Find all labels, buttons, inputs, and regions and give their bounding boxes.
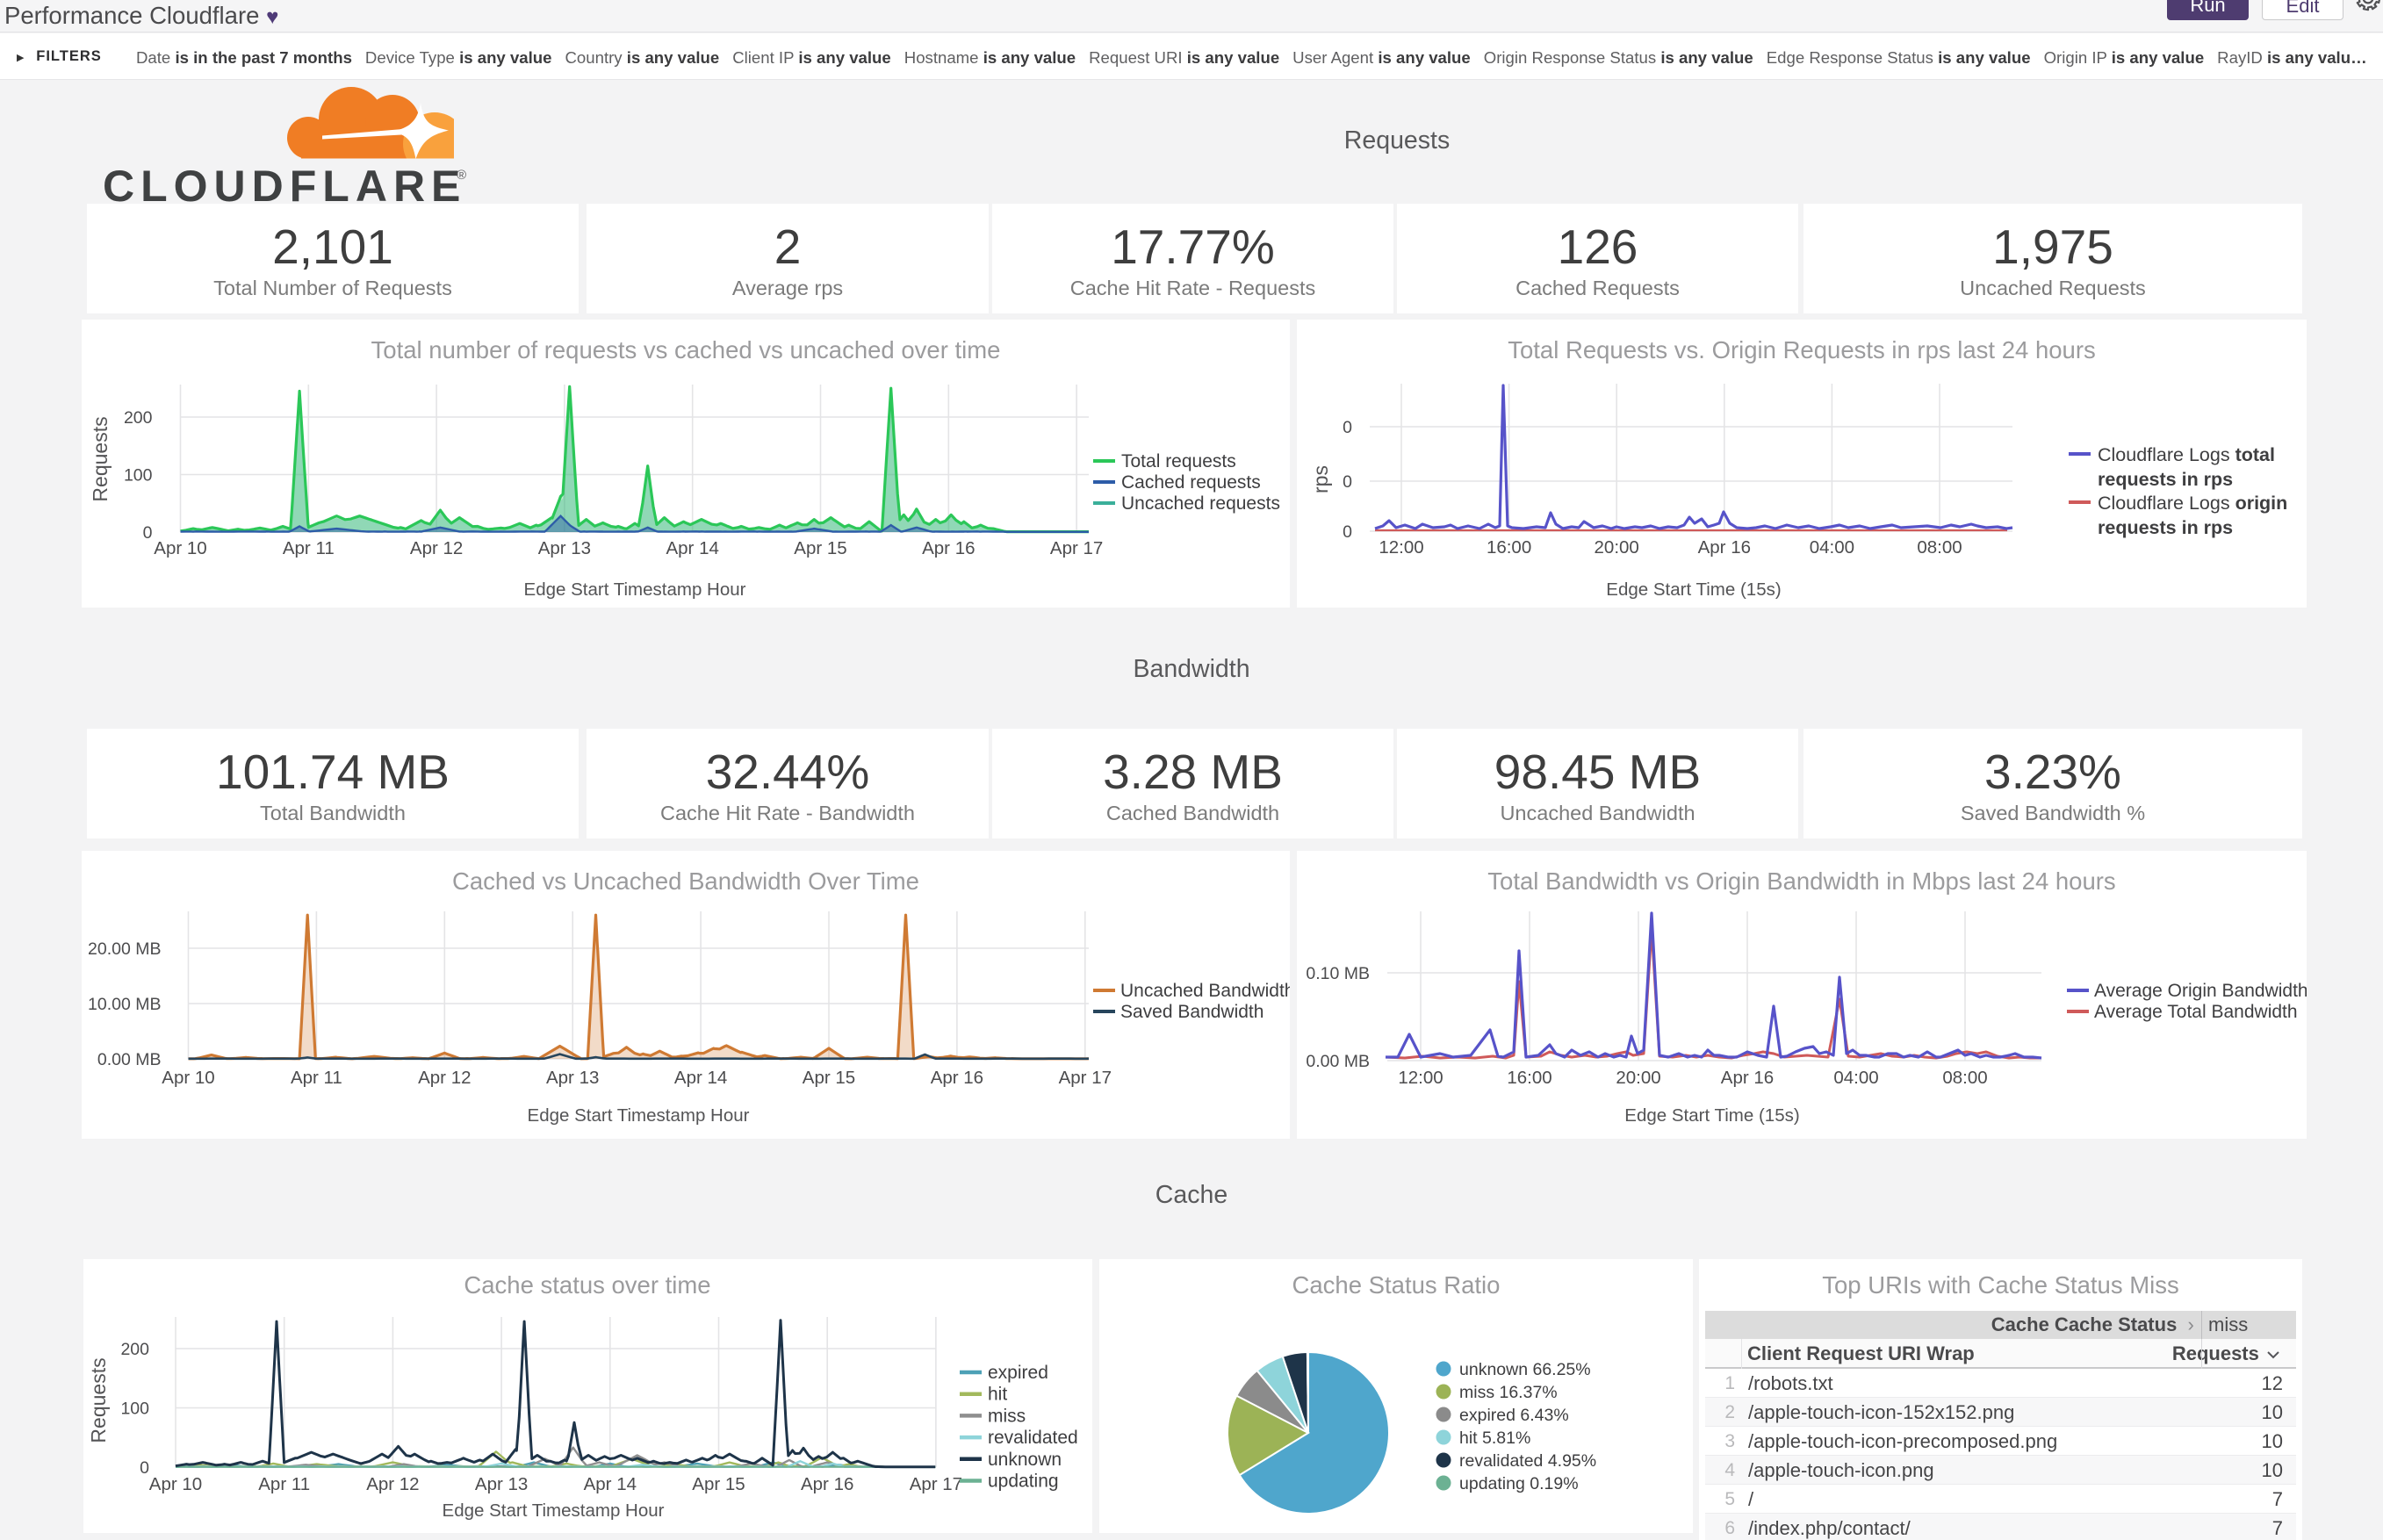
svg-text:0.00 MB: 0.00 MB bbox=[97, 1050, 162, 1069]
svg-text:0.10 MB: 0.10 MB bbox=[1306, 964, 1370, 983]
svg-text:Edge Start Timestamp Hour: Edge Start Timestamp Hour bbox=[524, 579, 746, 600]
svg-text:20.00 MB: 20.00 MB bbox=[88, 939, 161, 959]
svg-text:20:00: 20:00 bbox=[1616, 1068, 1660, 1088]
svg-text:0: 0 bbox=[1343, 418, 1352, 437]
svg-text:Apr 10: Apr 10 bbox=[162, 1068, 214, 1088]
svg-text:unknown 66.25%: unknown 66.25% bbox=[1459, 1360, 1591, 1379]
svg-text:200: 200 bbox=[124, 408, 153, 428]
svg-text:Average Total Bandwidth: Average Total Bandwidth bbox=[2094, 1002, 2298, 1022]
svg-text:Apr 13: Apr 13 bbox=[538, 538, 591, 558]
svg-text:12:00: 12:00 bbox=[1398, 1068, 1443, 1088]
svg-text:requests in rps: requests in rps bbox=[2098, 469, 2233, 490]
svg-text:Apr 16: Apr 16 bbox=[801, 1474, 853, 1494]
svg-text:0: 0 bbox=[1343, 472, 1352, 492]
svg-text:Cache status over time: Cache status over time bbox=[464, 1271, 710, 1299]
svg-text:Apr 12: Apr 12 bbox=[410, 538, 463, 558]
svg-text:Saved Bandwidth: Saved Bandwidth bbox=[1120, 1002, 1263, 1022]
svg-text:200: 200 bbox=[120, 1340, 149, 1359]
svg-text:Apr 17: Apr 17 bbox=[1059, 1068, 1112, 1088]
svg-text:Uncached Bandwidth: Uncached Bandwidth bbox=[1120, 981, 1290, 1001]
svg-text:requests in rps: requests in rps bbox=[2098, 517, 2233, 538]
svg-text:04:00: 04:00 bbox=[1833, 1068, 1878, 1088]
svg-text:20:00: 20:00 bbox=[1595, 537, 1639, 558]
svg-text:CLOUDFLARE: CLOUDFLARE bbox=[103, 162, 466, 208]
svg-text:Apr 15: Apr 15 bbox=[692, 1474, 745, 1494]
svg-text:Cloudflare Logs total: Cloudflare Logs total bbox=[2098, 444, 2275, 465]
svg-text:Cloudflare Logs origin: Cloudflare Logs origin bbox=[2098, 493, 2287, 514]
svg-text:08:00: 08:00 bbox=[1942, 1068, 1987, 1088]
svg-text:Uncached requests: Uncached requests bbox=[1121, 493, 1280, 514]
svg-text:updating: updating bbox=[988, 1472, 1059, 1492]
svg-text:Apr 11: Apr 11 bbox=[283, 538, 335, 558]
svg-text:100: 100 bbox=[120, 1400, 149, 1419]
svg-text:Edge Start Timestamp Hour: Edge Start Timestamp Hour bbox=[528, 1105, 750, 1126]
svg-text:Total requests: Total requests bbox=[1121, 451, 1236, 471]
svg-text:Apr 10: Apr 10 bbox=[154, 538, 206, 558]
svg-text:Apr 11: Apr 11 bbox=[258, 1474, 310, 1494]
svg-text:hit: hit bbox=[988, 1385, 1007, 1405]
svg-text:Apr 12: Apr 12 bbox=[366, 1474, 419, 1494]
svg-text:revalidated: revalidated bbox=[988, 1428, 1078, 1448]
svg-text:Apr 14: Apr 14 bbox=[674, 1068, 727, 1088]
svg-text:Apr 14: Apr 14 bbox=[584, 1474, 637, 1494]
svg-text:Apr 14: Apr 14 bbox=[666, 538, 718, 558]
svg-text:Total Bandwidth vs Origin Band: Total Bandwidth vs Origin Bandwidth in M… bbox=[1487, 867, 2115, 895]
svg-text:0.00 MB: 0.00 MB bbox=[1306, 1052, 1370, 1071]
svg-text:0: 0 bbox=[143, 523, 153, 543]
svg-text:hit 5.81%: hit 5.81% bbox=[1459, 1428, 1530, 1448]
svg-text:Cache Status Ratio: Cache Status Ratio bbox=[1292, 1271, 1501, 1299]
svg-text:0: 0 bbox=[140, 1458, 149, 1478]
svg-text:Apr 15: Apr 15 bbox=[794, 538, 846, 558]
svg-text:08:00: 08:00 bbox=[1917, 537, 1962, 558]
svg-text:0: 0 bbox=[1343, 522, 1352, 542]
svg-text:Apr 16: Apr 16 bbox=[922, 538, 975, 558]
svg-text:16:00: 16:00 bbox=[1507, 1068, 1551, 1088]
svg-text:Edge Start Timestamp Hour: Edge Start Timestamp Hour bbox=[443, 1500, 665, 1521]
svg-text:Cached vs Uncached Bandwidth O: Cached vs Uncached Bandwidth Over Time bbox=[452, 867, 919, 895]
svg-text:Edge Start Time (15s): Edge Start Time (15s) bbox=[1606, 579, 1781, 600]
svg-text:unknown: unknown bbox=[988, 1450, 1062, 1470]
svg-text:Total number of requests vs ca: Total number of requests vs cached vs un… bbox=[371, 336, 1001, 363]
svg-text:miss 16.37%: miss 16.37% bbox=[1459, 1383, 1558, 1402]
svg-text:Apr 16: Apr 16 bbox=[1721, 1068, 1774, 1088]
svg-text:rps: rps bbox=[1309, 465, 1332, 493]
svg-text:Apr 11: Apr 11 bbox=[291, 1068, 342, 1088]
svg-text:Apr 10: Apr 10 bbox=[149, 1474, 202, 1494]
svg-text:Requests: Requests bbox=[89, 416, 112, 501]
svg-text:expired: expired bbox=[988, 1363, 1048, 1383]
svg-text:®: ® bbox=[457, 168, 466, 183]
svg-text:Apr 13: Apr 13 bbox=[546, 1068, 599, 1088]
svg-text:expired 6.43%: expired 6.43% bbox=[1459, 1406, 1569, 1425]
svg-text:Edge Start Time (15s): Edge Start Time (15s) bbox=[1624, 1105, 1799, 1126]
svg-text:Average Origin Bandwidth: Average Origin Bandwidth bbox=[2094, 981, 2307, 1001]
svg-text:12:00: 12:00 bbox=[1379, 537, 1423, 558]
svg-text:updating 0.19%: updating 0.19% bbox=[1459, 1474, 1579, 1493]
svg-text:Apr 15: Apr 15 bbox=[803, 1068, 855, 1088]
svg-text:miss: miss bbox=[988, 1406, 1026, 1426]
svg-text:Apr 12: Apr 12 bbox=[418, 1068, 471, 1088]
svg-text:Apr 16: Apr 16 bbox=[1698, 537, 1751, 558]
svg-text:Apr 17: Apr 17 bbox=[910, 1474, 962, 1494]
svg-text:Apr 17: Apr 17 bbox=[1050, 538, 1103, 558]
svg-text:Apr 13: Apr 13 bbox=[475, 1474, 528, 1494]
svg-text:Cached requests: Cached requests bbox=[1121, 472, 1261, 493]
svg-text:16:00: 16:00 bbox=[1487, 537, 1531, 558]
svg-text:100: 100 bbox=[124, 466, 153, 486]
svg-text:10.00 MB: 10.00 MB bbox=[88, 995, 161, 1014]
svg-text:Apr 16: Apr 16 bbox=[931, 1068, 983, 1088]
svg-text:04:00: 04:00 bbox=[1810, 537, 1854, 558]
svg-text:Total Requests vs. Origin Requ: Total Requests vs. Origin Requests in rp… bbox=[1508, 336, 2095, 363]
svg-text:revalidated 4.95%: revalidated 4.95% bbox=[1459, 1451, 1596, 1471]
svg-text:Requests: Requests bbox=[87, 1357, 110, 1443]
